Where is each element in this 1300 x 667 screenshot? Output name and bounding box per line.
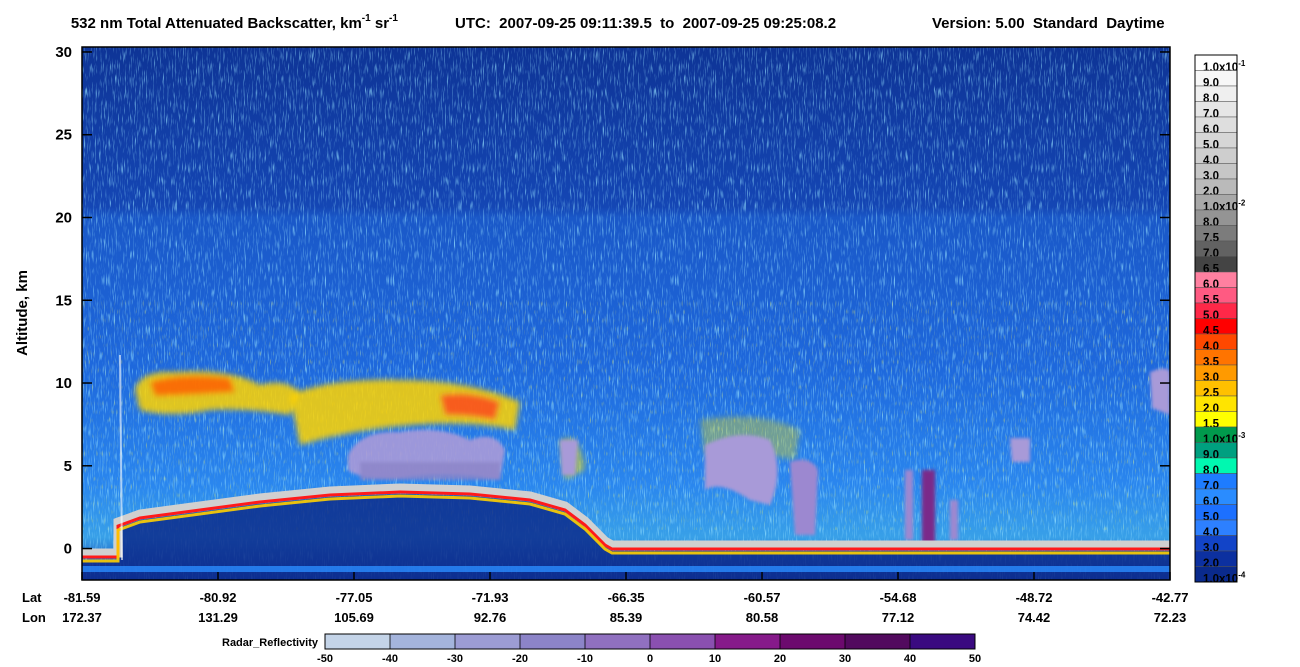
radar-swatch <box>455 634 520 649</box>
radar-swatch <box>910 634 975 649</box>
noise <box>82 300 1170 530</box>
y-tick-label: 25 <box>55 127 72 144</box>
radar-tick-label: -20 <box>512 653 528 665</box>
radar-tick-label: 20 <box>774 653 786 665</box>
lat-label: -48.72 <box>1016 590 1053 605</box>
lat-label: -42.77 <box>1152 590 1189 605</box>
lon-label: 131.29 <box>198 610 238 625</box>
lon-label: 172.37 <box>62 610 102 625</box>
radar-tick-label: 0 <box>647 653 653 665</box>
radar-swatch <box>390 634 455 649</box>
y-tick-label: 30 <box>55 44 72 61</box>
radar-swatch <box>650 634 715 649</box>
radar-tick-label: 30 <box>839 653 851 665</box>
subsurface <box>82 494 1170 580</box>
colorbar-label: 1.0x10-4 <box>1203 570 1246 585</box>
lat-label: -71.93 <box>472 590 509 605</box>
title-superscript: -1 <box>389 13 398 24</box>
lon-label: 77.12 <box>882 610 915 625</box>
radar-swatch <box>325 634 390 649</box>
surface-return <box>82 483 1170 558</box>
lon-label: 72.23 <box>1154 610 1187 625</box>
ground-band <box>82 566 1170 572</box>
surface-return <box>82 494 1170 563</box>
x-row-name: Lon <box>22 610 46 625</box>
radar-colorbar: Radar_Reflectivity -50 -40 -30 -20 -10 0 10 20 3… <box>222 633 981 665</box>
lon-label: 80.58 <box>746 610 779 625</box>
radar-tick-label: 10 <box>709 653 721 665</box>
lat-label: -81.59 <box>64 590 101 605</box>
radar-cloud <box>348 368 1170 545</box>
radar-swatch <box>780 634 845 649</box>
lon-label: 85.39 <box>610 610 643 625</box>
colorbar-label-exponent: -4 <box>1238 570 1246 579</box>
y-axis: 0 5 10 15 20 25 30 <box>55 44 1170 558</box>
surface-return <box>82 490 1170 559</box>
radar-tick-label: -30 <box>447 653 463 665</box>
radar-label: Radar_Reflectivity <box>222 637 319 649</box>
colorbar-label-text: 1.0x10 <box>1203 573 1238 585</box>
title-text: 532 nm Total Attenuated Backscatter, km <box>71 15 362 32</box>
x-row-name: Lat <box>22 590 42 605</box>
radar-swatch <box>715 634 780 649</box>
chart-title: 532 nm Total Attenuated Backscatter, km-… <box>50 8 410 32</box>
radar-swatch <box>845 634 910 649</box>
radar-tick-label: 50 <box>969 653 981 665</box>
lon-label: 105.69 <box>334 610 374 625</box>
lat-label: -77.05 <box>336 590 373 605</box>
lon-label: 92.76 <box>474 610 507 625</box>
y-tick-label: 15 <box>55 292 72 309</box>
y-tick-label: 5 <box>64 458 72 475</box>
radar-tick-label: -50 <box>317 653 333 665</box>
colorbar: 1.0x10-19.08.07.06.05.04.03.02.01.0x10-2… <box>1194 54 1246 585</box>
colorbar-frame <box>1194 54 1238 583</box>
radar-swatch <box>585 634 650 649</box>
title-superscript: -1 <box>362 13 371 24</box>
lat-label: -54.68 <box>880 590 917 605</box>
radar-swatch <box>520 634 585 649</box>
version: Version: 5.00 Standard Daytime <box>932 15 1165 32</box>
x-axis: Lat Lon -81.59 172.37 -80.92 131.29 -77.05 10… <box>22 572 1188 625</box>
colorbar-label-exponent: -1 <box>1238 59 1246 68</box>
backscatter-image <box>82 47 1170 580</box>
y-tick-label: 10 <box>55 375 72 392</box>
radar-tick-label: -10 <box>577 653 593 665</box>
lat-label: -80.92 <box>200 590 237 605</box>
lat-label: -66.35 <box>608 590 645 605</box>
lat-label: -60.57 <box>744 590 781 605</box>
lon-label: 74.42 <box>1018 610 1051 625</box>
colorbar-label-exponent: -3 <box>1238 431 1246 440</box>
spike <box>119 354 123 561</box>
cirrus-cloud <box>135 371 800 480</box>
y-tick-label: 20 <box>55 209 72 226</box>
colorbar-label-exponent: -2 <box>1238 198 1246 207</box>
time-range: UTC: 2007-09-25 09:11:39.5 to 2007-09-25… <box>455 15 836 32</box>
title-text: sr <box>371 15 390 32</box>
radar-tick-label: 40 <box>904 653 916 665</box>
y-axis-label: Altitude, km <box>14 270 31 356</box>
y-tick-label: 0 <box>64 541 72 558</box>
radar-tick-label: -40 <box>382 653 398 665</box>
